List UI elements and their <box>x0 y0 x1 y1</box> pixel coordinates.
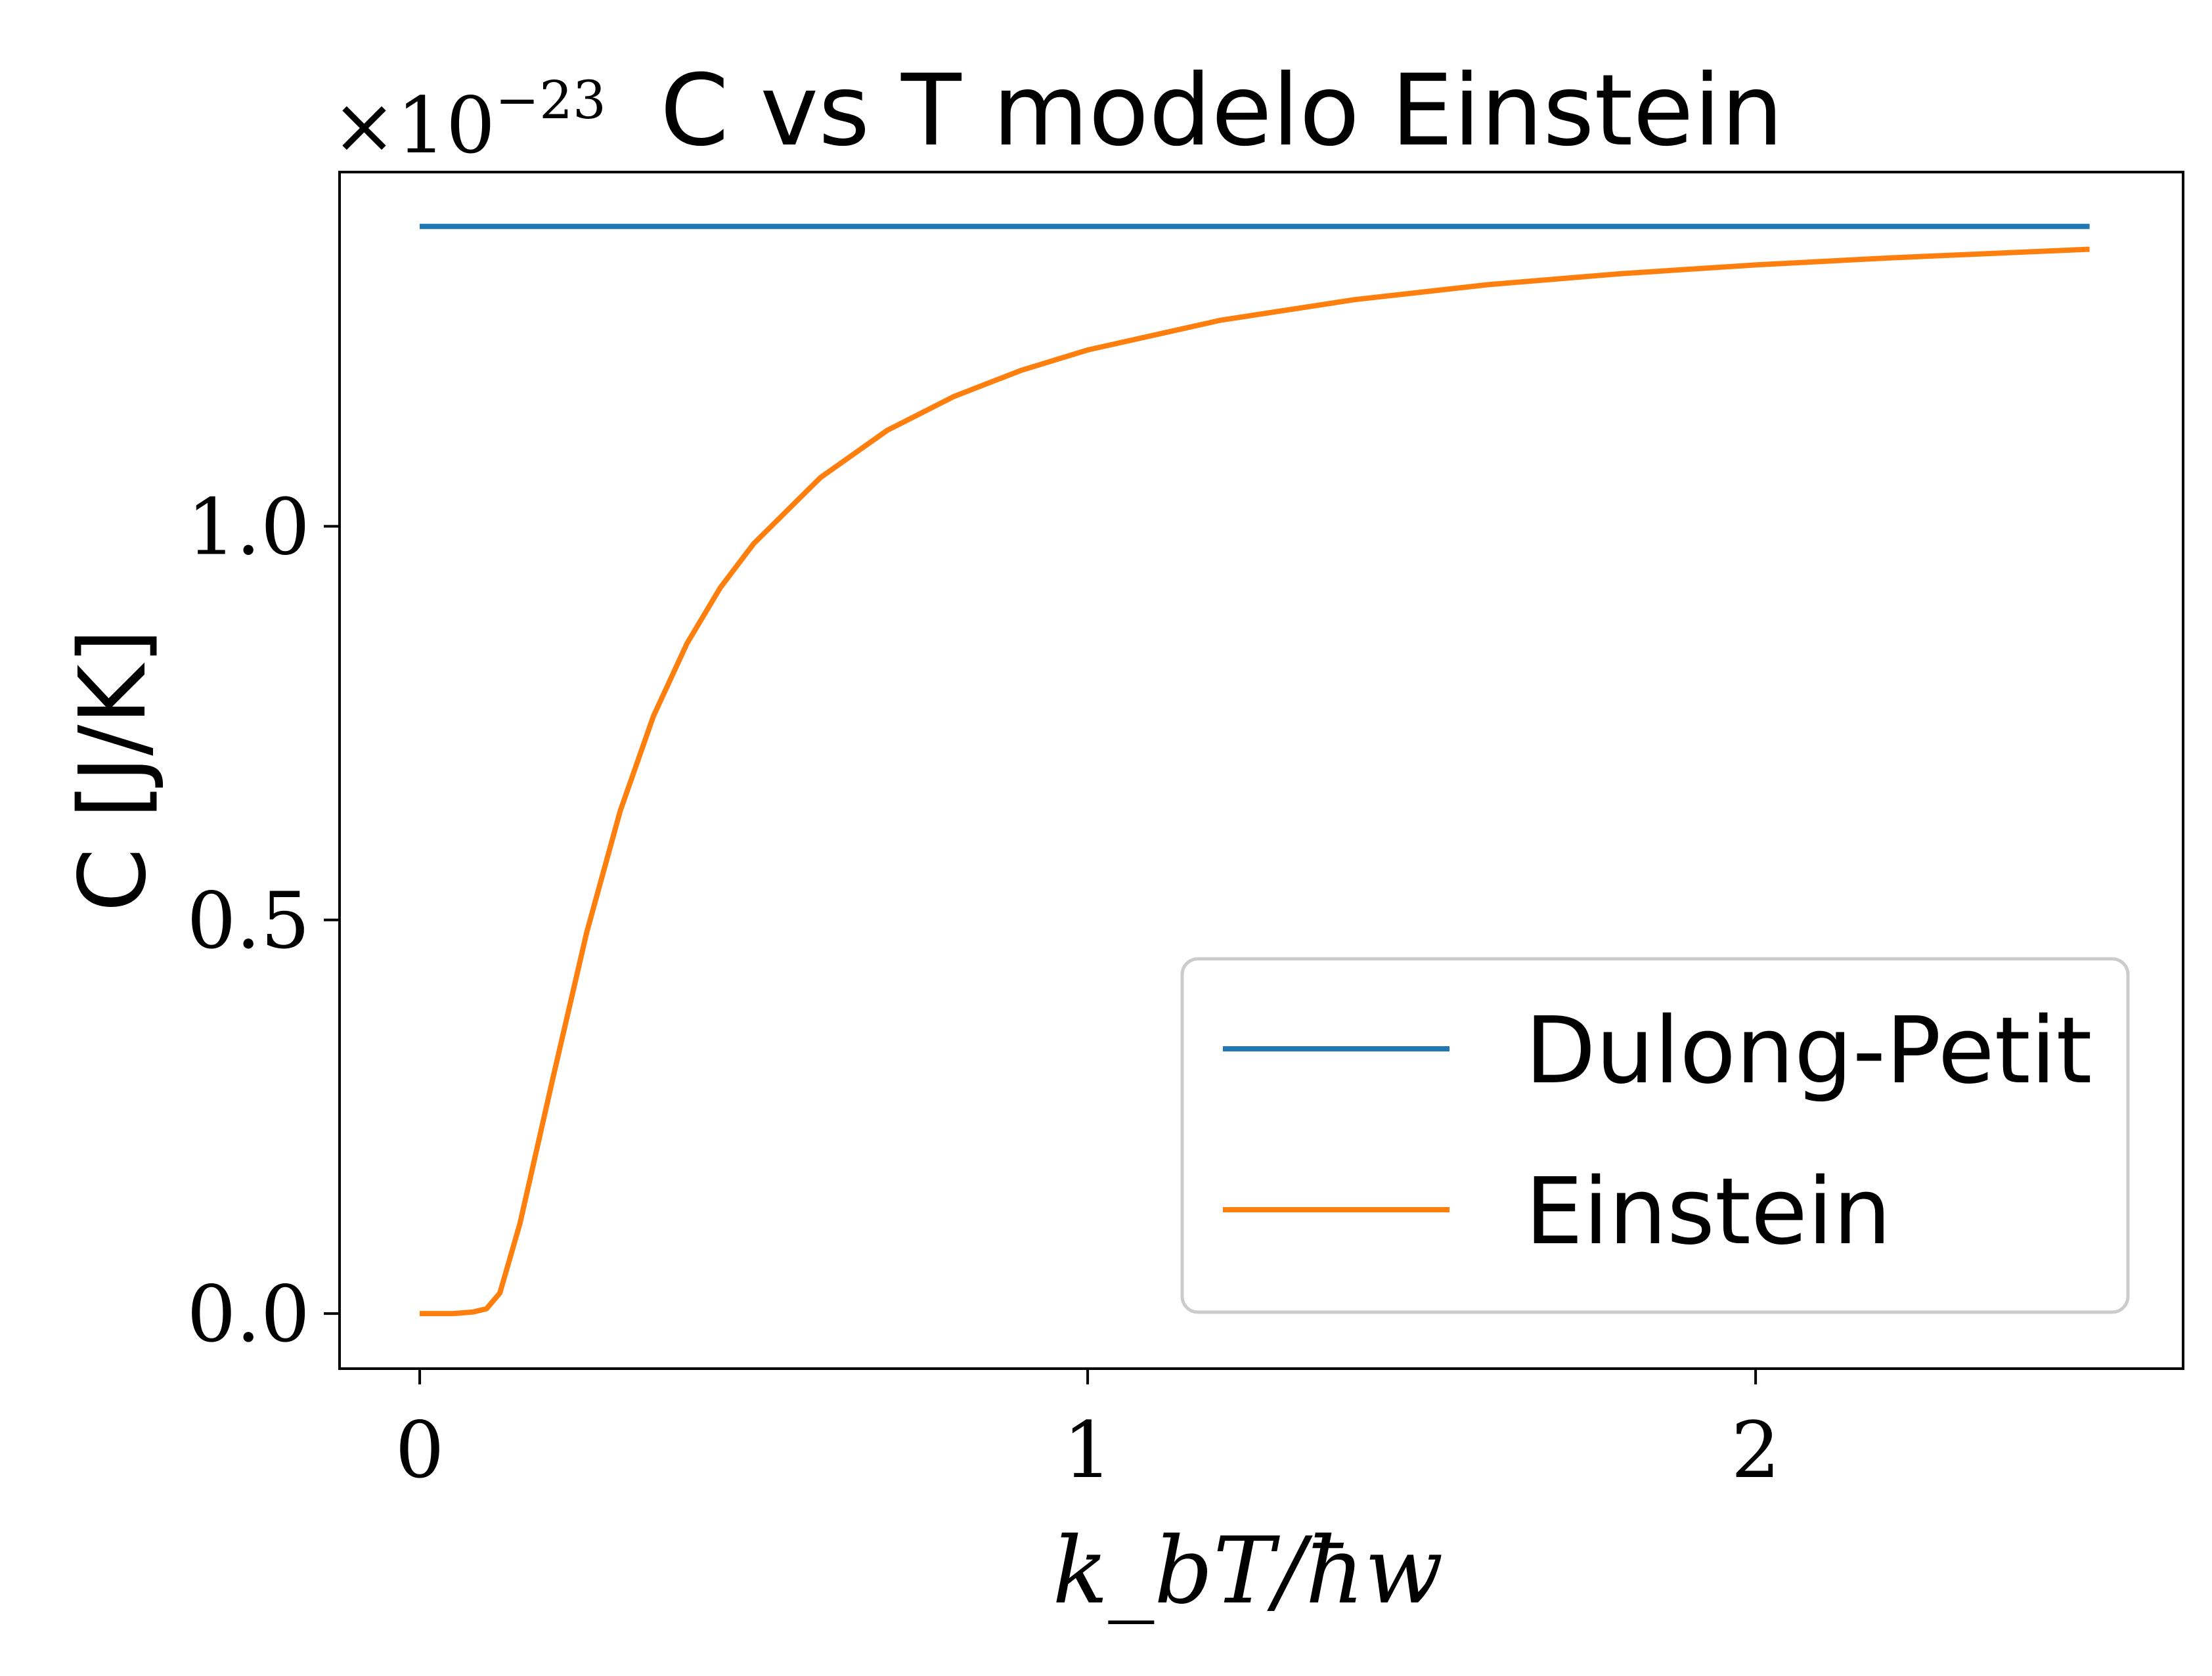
legend: Dulong-Petit Einstein <box>1180 957 2130 1314</box>
legend-label-einstein: Einstein <box>1525 1158 1891 1266</box>
y-tick-label: 0.0 <box>187 1269 310 1359</box>
y-multiplier: ×10−23 <box>332 70 606 171</box>
series-group <box>420 223 2090 1317</box>
y-multiplier-base: ×10 <box>332 80 495 171</box>
legend-label-dulong-petit: Dulong-Petit <box>1525 998 2092 1105</box>
chart-title: C vs T modelo Einstein <box>660 54 1783 168</box>
y-multiplier-exponent: −23 <box>495 70 606 131</box>
y-axis-ticks: 0.0 0.5 1.0 <box>187 481 340 1359</box>
y-axis-label: C [J/K] <box>60 628 167 912</box>
y-tick-label: 0.5 <box>187 875 310 966</box>
x-tick-label: 2 <box>1731 1405 1781 1495</box>
x-tick-label: 1 <box>1063 1405 1113 1495</box>
x-tick-label: 0 <box>395 1405 445 1495</box>
x-axis-label: k_bT/ħw <box>1053 1518 1444 1625</box>
y-tick-label: 1.0 <box>187 481 310 572</box>
x-axis-ticks: 0 1 2 <box>395 1369 1781 1495</box>
series-line-einstein <box>420 246 2090 1317</box>
